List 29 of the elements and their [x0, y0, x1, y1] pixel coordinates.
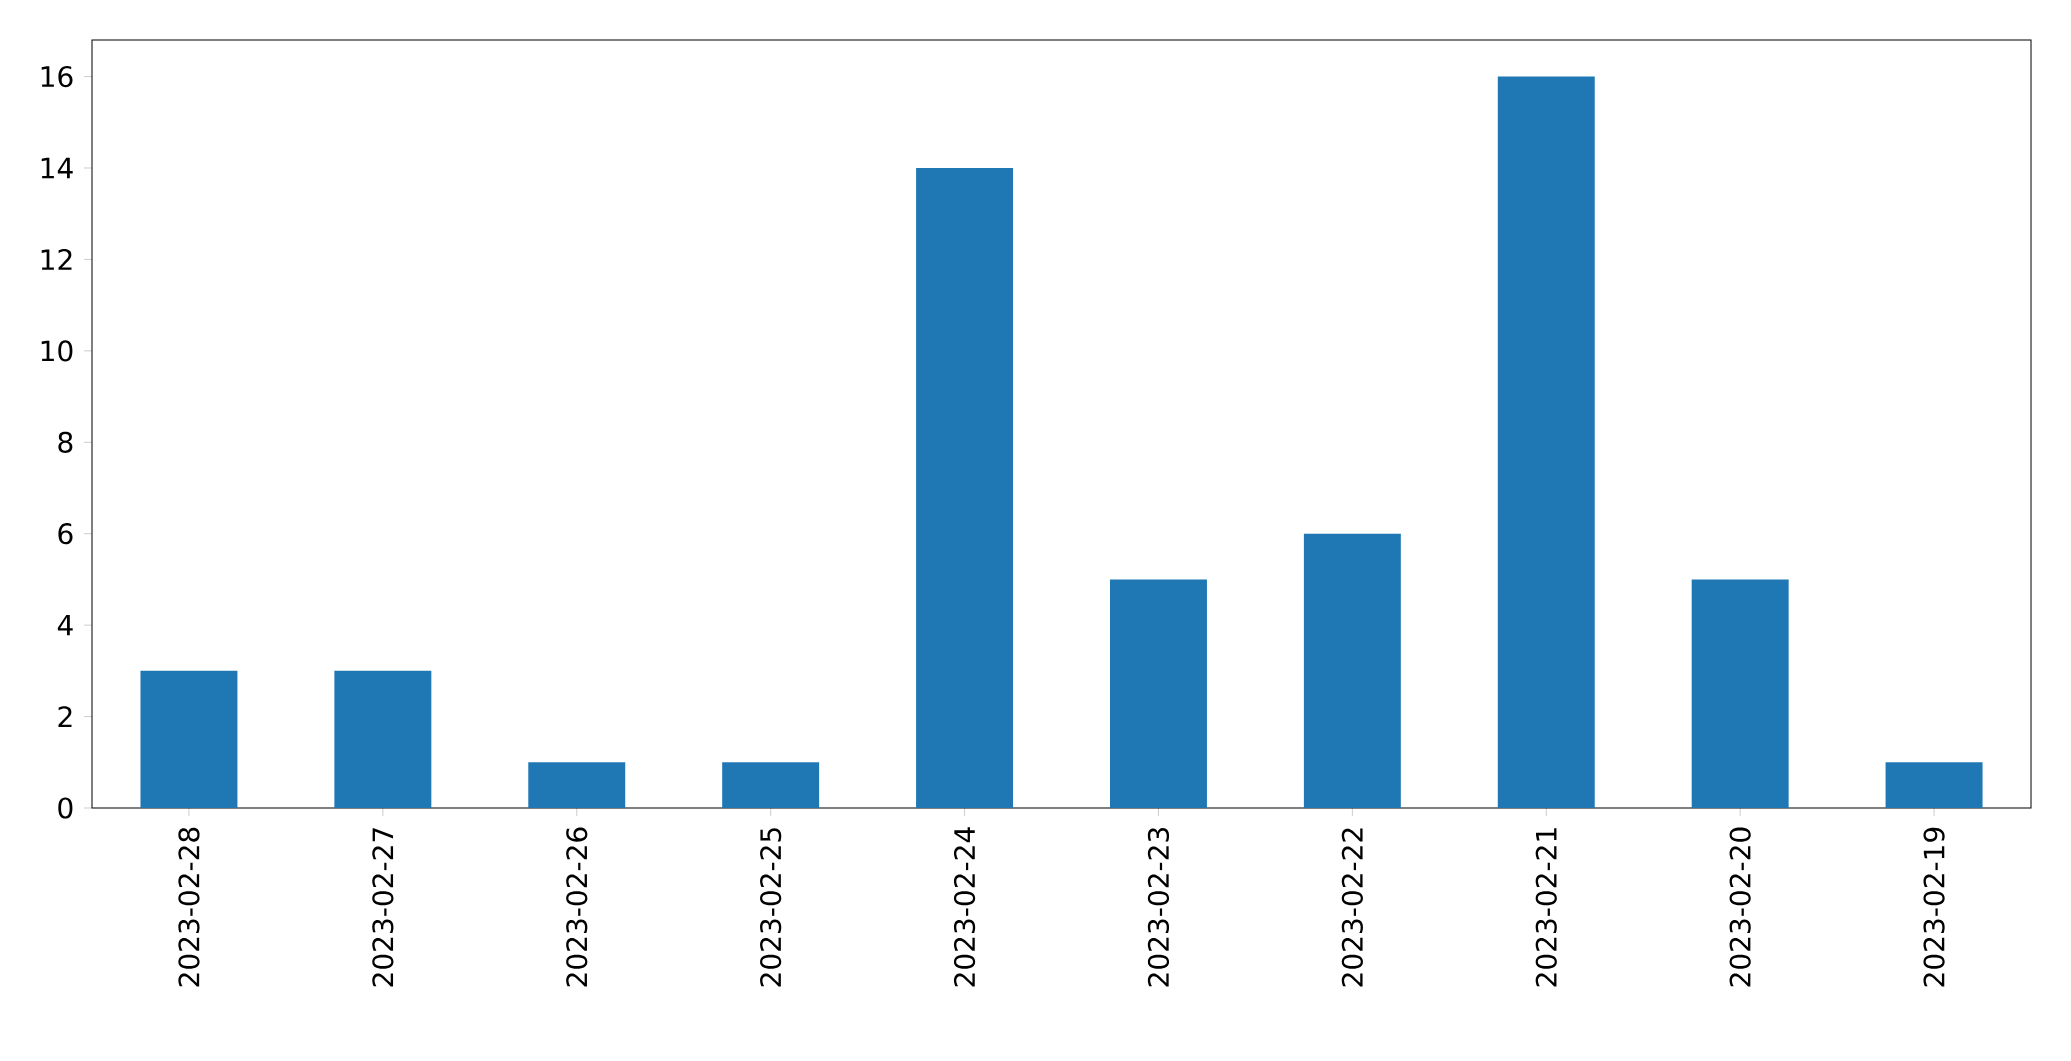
y-tick-label: 0	[58, 797, 73, 819]
bar	[1497, 76, 1595, 808]
x-tick-label: 2023-02-27	[372, 828, 394, 987]
bar	[916, 167, 1014, 808]
y-tick-label: 14	[41, 157, 73, 179]
bar	[1885, 762, 1983, 808]
bar	[528, 762, 626, 808]
y-tick-label: 6	[58, 523, 73, 545]
bar	[334, 670, 432, 808]
x-tick-label: 2023-02-20	[1729, 827, 1751, 987]
x-tick-label: 2023-02-19	[1923, 827, 1945, 987]
y-tick-label: 12	[41, 249, 72, 270]
bar	[1303, 533, 1401, 808]
y-tick-label: 10	[41, 340, 73, 362]
y-tick-label: 8	[58, 431, 73, 453]
bar	[140, 670, 238, 808]
y-tick-label: 2	[58, 706, 72, 727]
x-tick-label: 2023-02-25	[760, 828, 782, 987]
bar	[722, 762, 820, 808]
x-tick-label: 2023-02-23	[1147, 828, 1170, 987]
x-tick-label: 2023-02-24	[953, 827, 976, 987]
x-tick-label: 2023-02-28	[178, 827, 200, 987]
bar	[1109, 579, 1207, 808]
y-tick-label: 4	[57, 614, 73, 636]
x-tick-label: 2023-02-21	[1535, 828, 1557, 987]
bar	[1691, 579, 1789, 808]
x-tick-label: 2023-02-22	[1341, 828, 1363, 987]
x-tick-label: 2023-02-26	[566, 827, 588, 987]
y-tick-label: 16	[41, 65, 73, 88]
